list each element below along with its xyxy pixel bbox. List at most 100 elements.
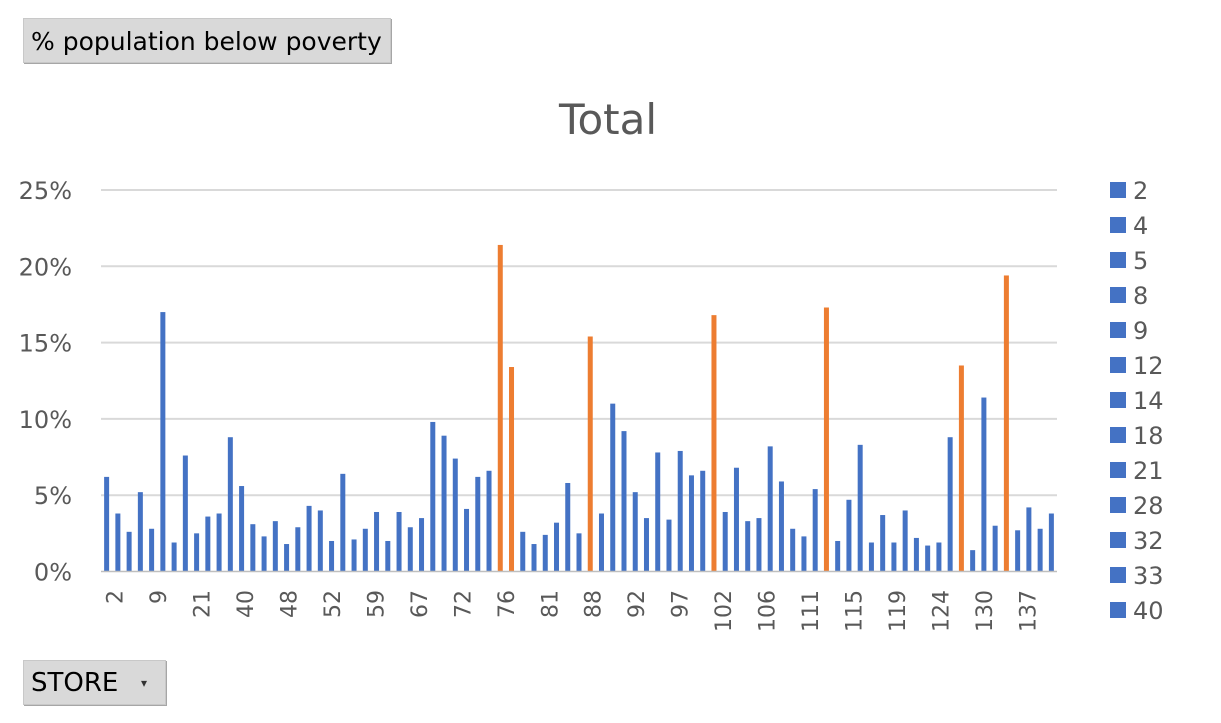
legend-swatch xyxy=(1110,602,1126,618)
bar xyxy=(340,473,346,572)
value-field-button[interactable]: % population below poverty xyxy=(23,18,391,63)
bar xyxy=(250,524,256,572)
legend: 2 4 5 8 9 12 14 18 21 28 32 33 40 xyxy=(1110,177,1164,625)
x-tick-label: 76 xyxy=(495,590,520,618)
bar xyxy=(1048,513,1054,572)
legend-swatch xyxy=(1110,567,1126,583)
bar xyxy=(677,450,683,572)
x-tick-label: 88 xyxy=(582,590,607,618)
bar xyxy=(767,446,773,572)
bar xyxy=(936,542,942,572)
bar xyxy=(733,467,739,572)
bar xyxy=(306,505,312,572)
legend-label: 18 xyxy=(1133,422,1164,450)
bar xyxy=(823,307,829,572)
legend-swatch xyxy=(1110,252,1126,268)
legend-swatch xyxy=(1110,217,1126,233)
legend-label: 21 xyxy=(1133,457,1164,485)
bar xyxy=(756,518,762,572)
x-tick-label: 81 xyxy=(538,590,563,618)
bar xyxy=(520,531,526,572)
bar xyxy=(329,540,335,572)
bar xyxy=(711,315,717,572)
legend-label: 40 xyxy=(1133,597,1164,625)
store-field-label: STORE xyxy=(31,668,119,698)
x-tick-label: 2 xyxy=(104,590,129,604)
bar xyxy=(419,518,425,572)
x-tick-label: 59 xyxy=(365,590,390,618)
bar xyxy=(509,367,515,572)
bar xyxy=(891,542,897,572)
bar xyxy=(902,510,908,572)
bar xyxy=(801,536,807,572)
bar xyxy=(272,521,278,572)
bar xyxy=(430,421,436,572)
legend-swatch xyxy=(1110,462,1126,478)
bar xyxy=(790,528,796,572)
bar xyxy=(115,513,121,572)
legend-swatch xyxy=(1110,497,1126,513)
legend-label: 14 xyxy=(1133,387,1164,415)
legend-swatch xyxy=(1110,532,1126,548)
x-tick-label: 130 xyxy=(973,590,998,632)
x-tick-label: 48 xyxy=(278,590,303,618)
bar xyxy=(475,476,481,572)
bar xyxy=(970,550,976,572)
bar xyxy=(598,513,604,572)
bar xyxy=(778,481,784,572)
bar xyxy=(452,458,458,572)
legend-swatch xyxy=(1110,287,1126,303)
chart-title: Total xyxy=(558,95,657,144)
legend-swatch xyxy=(1110,182,1126,198)
dropdown-arrow-icon: ▾ xyxy=(140,676,147,690)
y-tick-label: 15% xyxy=(19,330,72,358)
bar xyxy=(947,437,953,572)
bar xyxy=(992,525,998,572)
x-tick-label: 97 xyxy=(669,590,694,618)
bar xyxy=(497,244,503,572)
bar xyxy=(846,499,852,572)
bar xyxy=(565,482,571,572)
x-tick-label: 119 xyxy=(886,590,911,632)
bar xyxy=(868,542,874,572)
legend-label: 12 xyxy=(1133,352,1164,380)
x-tick-label: 40 xyxy=(234,590,259,618)
bar xyxy=(137,492,143,572)
legend-swatch xyxy=(1110,392,1126,408)
bar xyxy=(958,365,964,572)
x-tick-label: 21 xyxy=(191,590,216,618)
bar xyxy=(295,527,301,572)
x-tick-label: 111 xyxy=(799,590,824,632)
bar xyxy=(464,508,470,572)
legend-label: 2 xyxy=(1133,177,1148,205)
bar xyxy=(835,540,841,572)
x-tick-label: 106 xyxy=(756,590,781,632)
bar xyxy=(587,336,593,572)
legend-label: 32 xyxy=(1133,527,1164,555)
bar xyxy=(1015,530,1021,572)
bar xyxy=(925,545,931,572)
bar xyxy=(486,470,492,572)
bar xyxy=(610,403,616,572)
bar xyxy=(149,528,155,572)
store-field-dropdown[interactable]: STORE ▾ xyxy=(23,660,166,705)
bar xyxy=(407,527,413,572)
bar xyxy=(160,312,166,572)
x-tick-label: 92 xyxy=(625,590,650,618)
bar xyxy=(126,531,132,572)
bar xyxy=(554,522,560,572)
legend-label: 5 xyxy=(1133,247,1148,275)
bar xyxy=(441,435,447,572)
bar xyxy=(317,510,323,572)
bar xyxy=(194,533,200,572)
y-tick-label: 5% xyxy=(34,482,72,510)
bar xyxy=(913,537,919,572)
bar xyxy=(396,511,402,572)
bar xyxy=(722,511,728,572)
legend-swatch xyxy=(1110,357,1126,373)
bar xyxy=(745,521,751,572)
bar xyxy=(655,452,661,572)
legend-label: 8 xyxy=(1133,282,1148,310)
legend-label: 33 xyxy=(1133,562,1164,590)
